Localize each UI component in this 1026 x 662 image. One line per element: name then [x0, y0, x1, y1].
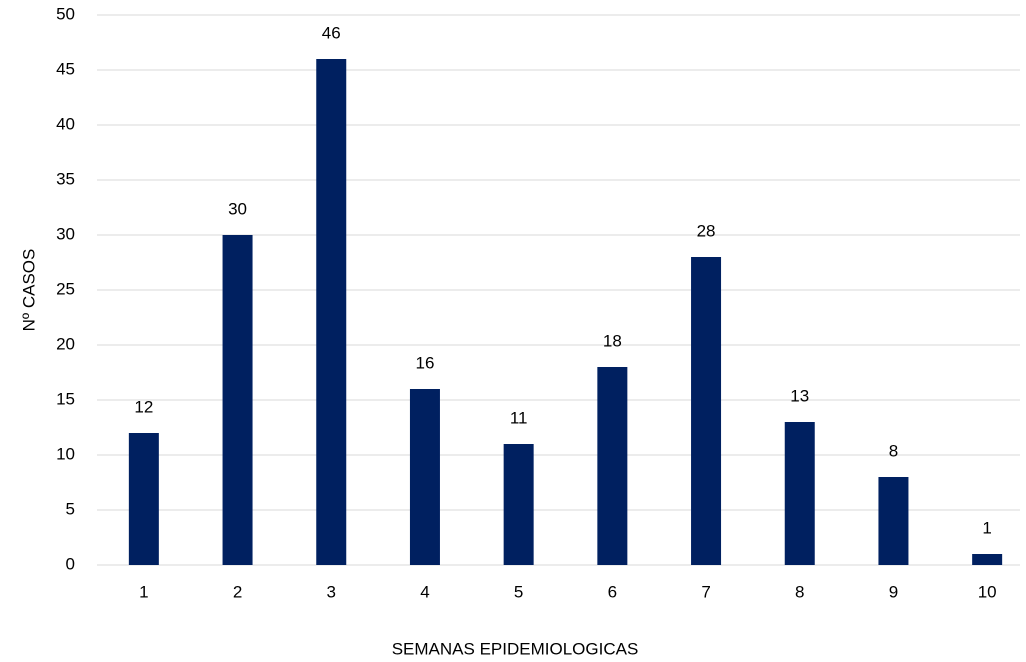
x-tick-label: 8 [795, 582, 804, 601]
x-tick-label: 5 [514, 582, 523, 601]
bar [503, 444, 534, 565]
x-tick-label: 9 [889, 582, 898, 601]
x-tick-label: 1 [139, 582, 148, 601]
data-label: 16 [415, 353, 434, 372]
data-label: 1 [982, 518, 991, 537]
y-tick-label: 35 [56, 169, 75, 188]
x-tick-label: 3 [327, 582, 336, 601]
y-tick-label: 25 [56, 279, 75, 298]
bar [784, 422, 815, 565]
bar [128, 433, 159, 565]
bar [316, 59, 347, 565]
data-label: 13 [790, 386, 809, 405]
bar [222, 235, 253, 565]
x-tick-label: 6 [608, 582, 617, 601]
y-tick-label: 15 [56, 389, 75, 408]
bar [972, 554, 1003, 565]
y-tick-label: 40 [56, 114, 75, 133]
data-label: 30 [228, 199, 247, 218]
bar [597, 367, 628, 565]
data-label: 12 [134, 397, 153, 416]
x-axis-label: SEMANAS EPIDEMIOLOGICAS [392, 639, 639, 658]
y-tick-label: 50 [56, 4, 75, 23]
y-tick-label: 30 [56, 224, 75, 243]
data-label: 18 [603, 331, 622, 350]
x-tick-label: 2 [233, 582, 242, 601]
x-tick-label: 4 [420, 582, 429, 601]
data-label: 11 [510, 408, 528, 427]
y-tick-label: 45 [56, 59, 75, 78]
y-tick-label: 10 [56, 444, 75, 463]
y-tick-label: 5 [66, 499, 75, 518]
bar [878, 477, 909, 565]
data-label: 28 [697, 221, 716, 240]
bar [409, 389, 440, 565]
bar [691, 257, 722, 565]
x-tick-label: 10 [978, 582, 997, 601]
y-tick-label: 20 [56, 334, 75, 353]
x-tick-label: 7 [701, 582, 710, 601]
y-tick-label: 0 [66, 554, 75, 573]
data-label: 8 [889, 441, 898, 460]
data-label: 46 [322, 23, 341, 42]
y-axis-label: Nº CASOS [19, 249, 38, 332]
